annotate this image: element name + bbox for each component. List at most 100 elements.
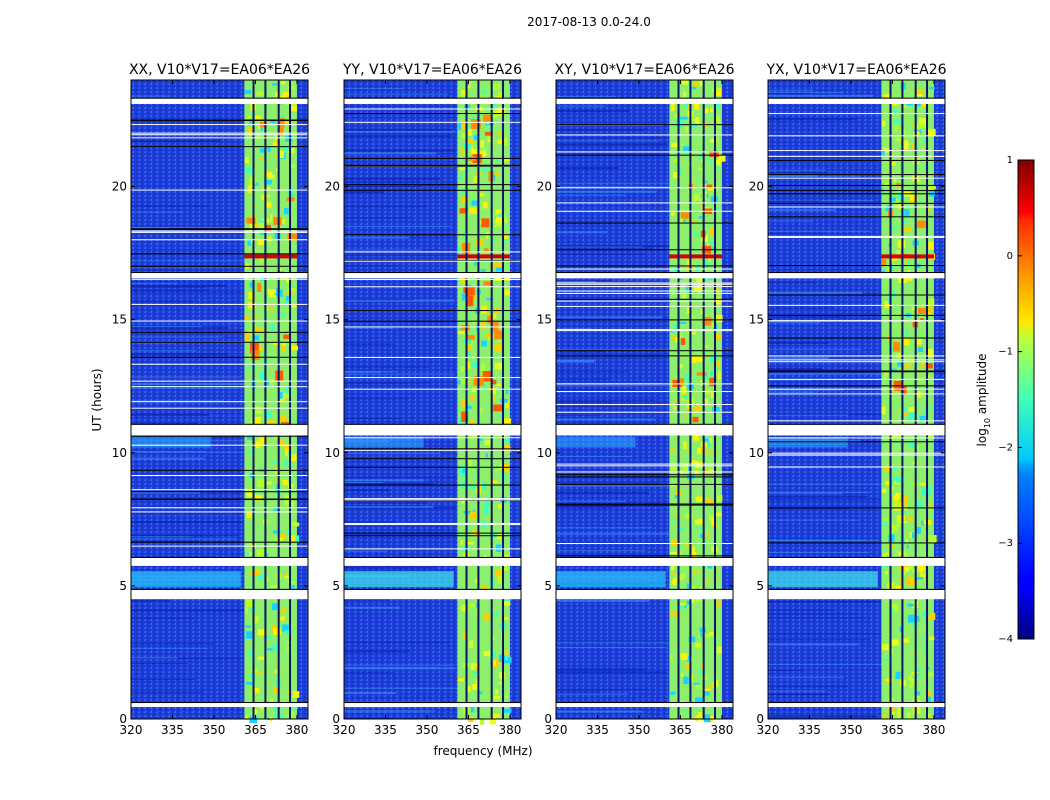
band-speckle: [883, 658, 889, 661]
streak: [344, 417, 400, 419]
band-speckle: [897, 712, 902, 719]
broadband-blob: [344, 436, 424, 448]
flag-line: [344, 189, 521, 191]
band-speckle: [253, 615, 259, 623]
streak: [556, 399, 656, 401]
band-speckle: [895, 585, 903, 592]
band-speckle: [915, 309, 919, 313]
band-speckle: [498, 213, 505, 218]
band-speckle: [270, 305, 273, 311]
band-speckle: [505, 400, 509, 409]
band-speckle: [281, 608, 286, 614]
band-speckle: [257, 629, 266, 636]
streak: [768, 357, 829, 360]
streak: [768, 570, 819, 572]
band-speckle: [908, 407, 916, 413]
flag-edge: [344, 423, 521, 425]
panel-frame: [130, 79, 309, 720]
band-speckle: [890, 347, 896, 352]
band-speckle: [898, 499, 902, 503]
band-speckle: [916, 89, 925, 95]
streak: [131, 387, 240, 389]
streak: [556, 710, 643, 713]
flag-line: [768, 370, 945, 372]
streak: [556, 550, 646, 552]
streak: [344, 177, 441, 180]
flagged-gap: [344, 589, 521, 600]
streak: [768, 175, 861, 177]
flag-line: [556, 124, 733, 126]
streak: [344, 664, 455, 666]
band-speckle: [501, 159, 510, 162]
band-speckle: [291, 585, 295, 591]
panel-3: YX, V10*V17=EA06*EA26 320 335 350 365 380 0 5 10…: [749, 62, 947, 737]
flag-line: [556, 265, 733, 267]
streak: [768, 690, 825, 692]
band-speckle: [689, 551, 697, 559]
band-speckle: [249, 119, 255, 125]
flag-line: [344, 234, 521, 236]
flag-line: [344, 286, 521, 288]
streak: [131, 521, 243, 524]
band-speckle: [472, 510, 476, 513]
band-speckle: [882, 714, 888, 718]
band-speckle: [486, 298, 494, 301]
band-speckle: [249, 282, 253, 288]
streak: [344, 181, 421, 183]
band-speckle: [671, 539, 678, 547]
band-speckle: [884, 552, 889, 556]
streak: [131, 451, 205, 453]
band-speckle: [257, 574, 264, 581]
flag-line: [344, 484, 521, 486]
flag-line: [556, 305, 733, 307]
band-speckle: [467, 686, 471, 693]
band-speckle: [259, 437, 267, 446]
band-speckle: [493, 83, 500, 90]
band-speckle: [482, 385, 487, 389]
flag-edge: [344, 588, 521, 590]
band-speckle: [285, 448, 288, 456]
streak: [768, 151, 877, 153]
band-speckle: [462, 631, 468, 639]
flag-line: [344, 157, 521, 159]
band-speckle: [461, 123, 468, 131]
band-speckle: [692, 717, 697, 720]
band-speckle: [700, 154, 705, 161]
flag-line: [344, 279, 521, 281]
flag-line: [768, 202, 945, 204]
band-speckle: [461, 147, 465, 156]
streak: [768, 322, 821, 324]
band-speckle: [247, 255, 250, 263]
band-speckle: [700, 632, 703, 638]
band-speckle: [268, 292, 276, 298]
flag-line: [344, 448, 521, 450]
band-speckle: [680, 116, 688, 120]
broadband-blob: [556, 571, 666, 588]
band-speckle: [889, 480, 894, 486]
band-speckle: [917, 391, 921, 398]
streak: [131, 284, 226, 287]
band-speckle: [714, 296, 721, 305]
band-speckle: [669, 611, 677, 615]
hot-spot: [925, 363, 933, 369]
band-speckle: [908, 579, 916, 587]
band-speckle: [691, 124, 697, 129]
band-speckle: [704, 634, 711, 638]
streak: [556, 385, 677, 387]
band-speckle: [903, 338, 910, 346]
flag-line: [344, 458, 521, 460]
band-speckle: [710, 107, 713, 113]
band-speckle: [896, 515, 905, 520]
band-speckle: [249, 716, 258, 724]
streak: [344, 606, 401, 609]
band-speckle: [694, 682, 700, 686]
band-speckle: [710, 391, 714, 399]
band-speckle: [284, 387, 291, 395]
flag-line: [344, 356, 521, 358]
band-speckle: [894, 434, 900, 437]
band-speckle: [920, 362, 925, 369]
band-speckle: [257, 346, 263, 352]
flag-line: [556, 411, 733, 413]
flagged-gap: [131, 424, 308, 436]
y-tick-label: 20: [325, 180, 340, 194]
